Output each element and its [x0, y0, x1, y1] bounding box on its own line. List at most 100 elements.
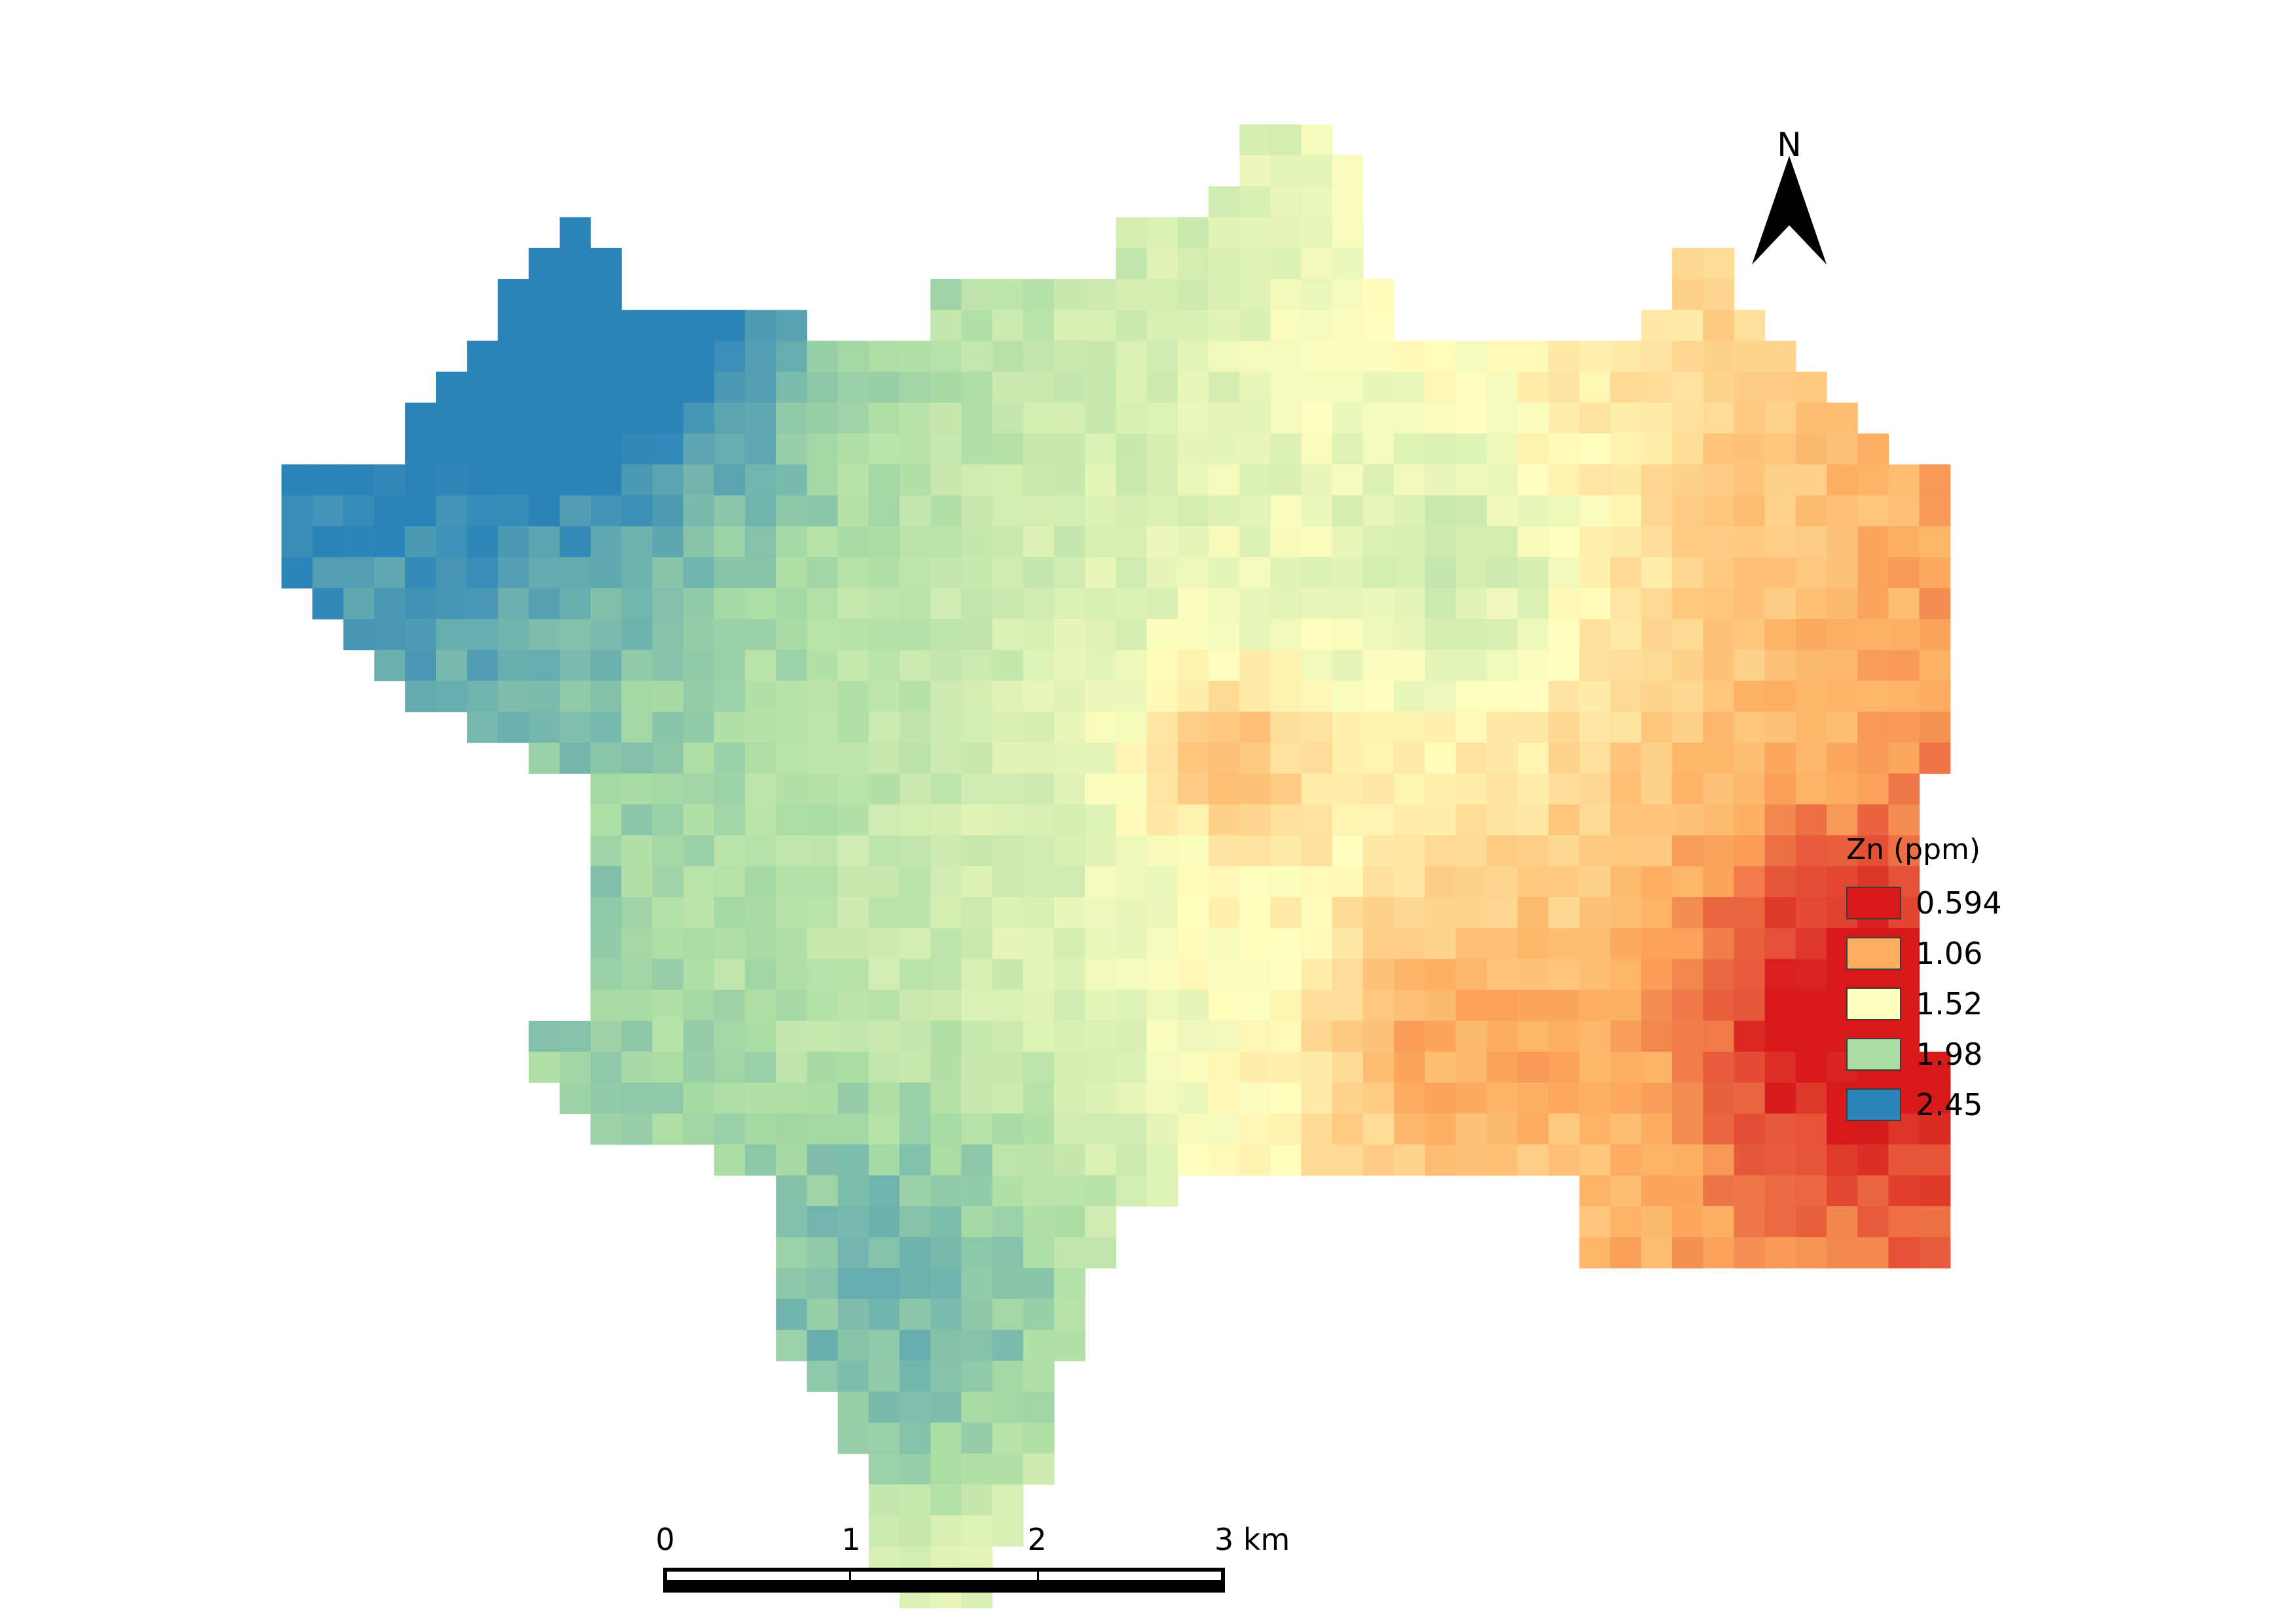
raster-cell — [1209, 1052, 1240, 1083]
raster-cell — [1209, 371, 1240, 403]
raster-cell — [1270, 619, 1302, 650]
raster-cell — [591, 434, 622, 465]
raster-cell — [837, 773, 869, 805]
raster-cell — [776, 310, 807, 341]
raster-cell — [1085, 711, 1116, 743]
raster-cell — [1888, 526, 1920, 558]
raster-cell — [1672, 588, 1704, 619]
raster-cell — [467, 557, 498, 589]
raster-cell — [1795, 1237, 1827, 1268]
raster-cell — [1672, 989, 1704, 1022]
raster-cell — [591, 989, 622, 1022]
raster-cell — [374, 495, 406, 527]
raster-cell — [1301, 928, 1333, 959]
raster-cell — [1548, 680, 1580, 712]
raster-cell — [1672, 680, 1704, 712]
raster-cell — [961, 526, 993, 558]
raster-cell — [1239, 402, 1271, 434]
raster-cell — [621, 1113, 653, 1145]
raster-cell — [1054, 1237, 1085, 1268]
raster-cell — [436, 495, 467, 527]
raster-cell — [1116, 989, 1148, 1022]
raster-cell — [1888, 1206, 1920, 1238]
raster-cell — [528, 1020, 560, 1052]
raster-cell — [1548, 773, 1580, 805]
raster-cell — [652, 711, 684, 743]
raster-cell — [1270, 464, 1302, 496]
raster-cell — [1734, 464, 1766, 496]
raster-cell — [807, 1329, 839, 1361]
raster-cell — [714, 959, 746, 991]
raster-cell — [1332, 928, 1364, 959]
raster-cell — [1146, 526, 1178, 558]
raster-cell — [837, 1175, 869, 1207]
raster-cell — [807, 434, 839, 465]
raster-cell — [1734, 1052, 1766, 1083]
raster-cell — [1270, 557, 1302, 589]
raster-cell — [436, 619, 467, 650]
raster-cell — [1363, 341, 1394, 373]
raster-cell — [1085, 804, 1116, 836]
raster-cell — [1641, 619, 1673, 650]
raster-cell — [1054, 743, 1085, 774]
raster-cell — [1827, 619, 1858, 650]
raster-cell — [1270, 341, 1302, 373]
raster-cell — [1486, 495, 1518, 527]
raster-cell — [1394, 650, 1425, 682]
raster-cell — [930, 989, 962, 1022]
raster-cell — [1270, 434, 1302, 465]
raster-cell — [1085, 588, 1116, 619]
raster-cell — [807, 866, 839, 898]
raster-cell — [1641, 835, 1673, 867]
raster-cell — [1394, 434, 1425, 465]
raster-cell — [683, 1113, 715, 1145]
raster-cell — [868, 1329, 900, 1361]
raster-cell — [1548, 588, 1580, 619]
raster-cell — [1672, 650, 1704, 682]
raster-cell — [1209, 495, 1240, 527]
raster-cell — [992, 743, 1024, 774]
raster-cell — [1177, 588, 1209, 619]
raster-cell — [652, 773, 684, 805]
raster-cell — [1023, 495, 1055, 527]
raster-cell — [1363, 557, 1394, 589]
raster-cell — [992, 1052, 1024, 1083]
raster-cell — [683, 371, 715, 403]
raster-cell — [1486, 989, 1518, 1022]
scale-label-0: 0 — [655, 1522, 674, 1557]
raster-cell — [1301, 464, 1333, 496]
raster-cell — [1301, 1144, 1333, 1176]
raster-cell — [807, 495, 839, 527]
raster-cell — [1919, 588, 1951, 619]
raster-cell — [1270, 773, 1302, 805]
raster-cell — [1579, 588, 1611, 619]
raster-cell — [405, 434, 437, 465]
raster-cell — [1548, 526, 1580, 558]
raster-cell — [1146, 804, 1178, 836]
raster-cell — [745, 1144, 776, 1176]
raster-cell — [776, 835, 807, 867]
raster-cell — [961, 989, 993, 1022]
raster-cell — [776, 371, 807, 403]
raster-cell — [776, 341, 807, 373]
raster-cell — [1518, 866, 1549, 898]
raster-cell — [1177, 959, 1209, 991]
raster-cell — [1239, 680, 1271, 712]
raster-cell — [807, 959, 839, 991]
raster-cell — [1209, 1113, 1240, 1145]
raster-cell — [1888, 711, 1920, 743]
raster-cell — [1425, 773, 1457, 805]
raster-cell — [1054, 402, 1085, 434]
raster-cell — [1085, 866, 1116, 898]
raster-cell — [1672, 835, 1704, 867]
raster-cell — [1394, 402, 1425, 434]
raster-cell — [405, 464, 437, 496]
raster-cell — [1579, 1082, 1611, 1114]
raster-cell — [621, 743, 653, 774]
raster-cell — [559, 1082, 591, 1114]
raster-cell — [1610, 557, 1642, 589]
raster-cell — [1270, 743, 1302, 774]
raster-cell — [312, 588, 344, 619]
raster-cell — [1610, 434, 1642, 465]
